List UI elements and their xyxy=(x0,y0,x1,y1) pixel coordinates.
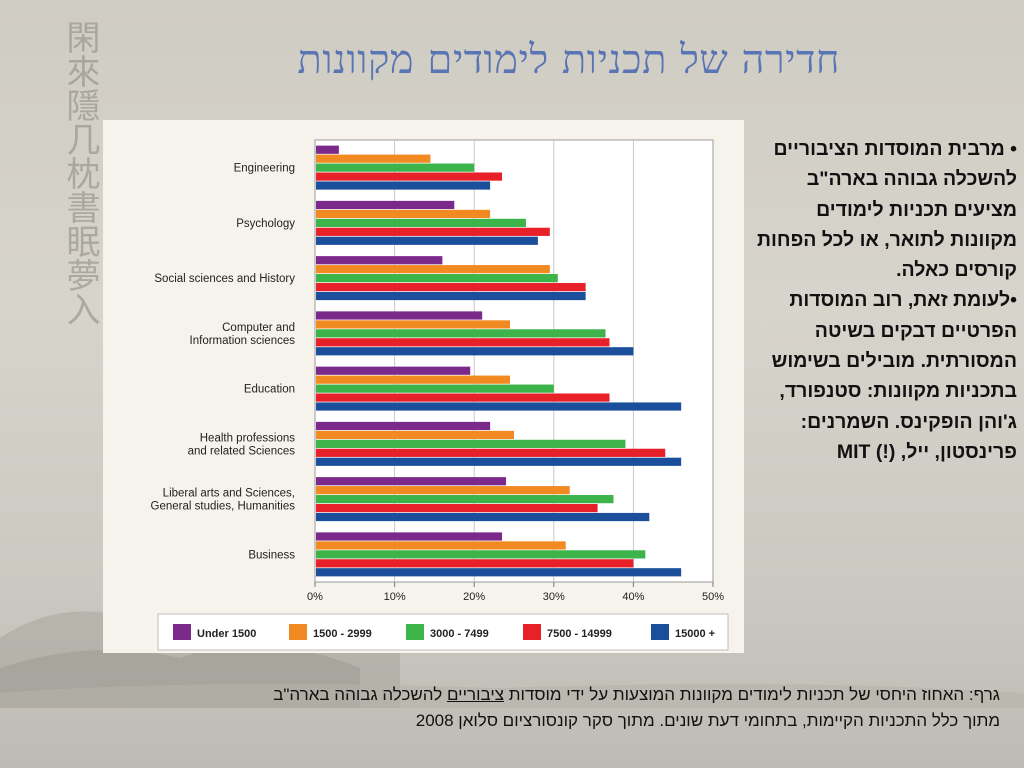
bar xyxy=(316,430,514,440)
category-label: Health professions and related Sciences xyxy=(188,432,296,457)
category-label: Business xyxy=(248,549,295,561)
bar xyxy=(316,282,586,292)
bar xyxy=(316,320,511,329)
bullet-private-institutions: •לעומת זאת, רוב המוסדות הפרטיים דבקים בש… xyxy=(771,289,1017,463)
bar xyxy=(316,172,503,181)
bar xyxy=(316,145,339,154)
bullet-public-institutions: • מרבית המוסדות הציבוריים להשכלה גבוהה ב… xyxy=(757,138,1017,282)
caption-line-1: גרף: האחוז היחסי של תכניות לימודים מקוונ… xyxy=(60,682,1000,708)
bar xyxy=(316,421,491,431)
bar xyxy=(316,486,570,495)
caption-line-1-start: גרף: האחוז היחסי של תכניות לימודים מקוונ… xyxy=(508,685,1000,704)
bar xyxy=(316,218,526,227)
bar xyxy=(316,311,483,320)
bar xyxy=(316,329,606,338)
bar xyxy=(316,477,507,486)
bar-chart: 0% 10% 20% 30% 40% 50% Engineering Psychology So… xyxy=(151,139,729,651)
bar xyxy=(316,366,471,375)
legend-label: Under 1500 xyxy=(197,628,256,640)
chart-caption: גרף: האחוז היחסי של תכניות לימודים מקוונ… xyxy=(60,682,1000,734)
x-tick-label: 10% xyxy=(384,591,406,603)
caption-line-1-end: להשכלה גבוהה בארה"ב xyxy=(273,685,443,704)
bar xyxy=(316,568,682,577)
category-label: Computer and Information sciences xyxy=(190,322,296,347)
bar xyxy=(316,256,443,265)
bar xyxy=(316,457,682,466)
legend-label: 15000 + xyxy=(675,628,715,640)
bar xyxy=(316,347,634,356)
bar xyxy=(316,154,431,163)
bar xyxy=(316,375,511,384)
bar xyxy=(316,265,550,274)
bar xyxy=(316,448,666,457)
bar xyxy=(316,512,650,522)
bar xyxy=(316,236,538,245)
legend-swatch xyxy=(523,624,541,640)
legend-label: 7500 - 14999 xyxy=(547,628,612,640)
bar xyxy=(316,338,610,347)
x-tick-label: 30% xyxy=(543,591,565,603)
category-label: Education xyxy=(244,384,295,396)
legend-label: 3000 - 7499 xyxy=(430,628,489,640)
bar xyxy=(316,209,491,219)
x-tick-label: 20% xyxy=(463,591,485,603)
category-label: Psychology xyxy=(236,218,295,230)
bar xyxy=(316,559,634,568)
bar xyxy=(316,503,598,513)
bar xyxy=(316,495,614,504)
category-label: Engineering xyxy=(234,163,295,175)
x-tick-label: 50% xyxy=(702,591,724,603)
legend-label: 1500 - 2999 xyxy=(313,628,372,640)
legend-box xyxy=(157,613,729,651)
bar xyxy=(316,402,682,411)
x-tick-label: 40% xyxy=(622,591,644,603)
chart-panel: 0% 10% 20% 30% 40% 50% Engineering Psychology So… xyxy=(103,120,744,653)
bar xyxy=(316,532,503,541)
x-tick-label: 0% xyxy=(307,591,323,603)
legend-swatch xyxy=(651,624,669,640)
legend-swatch xyxy=(406,624,424,640)
category-label: Liberal arts and Sciences, General studie… xyxy=(151,488,296,513)
bar xyxy=(316,274,558,283)
bar xyxy=(316,163,475,172)
bar xyxy=(316,384,554,393)
bar xyxy=(316,541,566,550)
caption-line-2: מתוך כלל התכניות הקיימות, בתחומי דעת שונ… xyxy=(415,711,1000,730)
bar xyxy=(316,550,646,559)
slide-title: חדירה של תכניות לימודים מקוונות xyxy=(297,37,840,83)
category-label: Social sciences and History xyxy=(154,273,295,285)
caption-underlined-word: ציבוריים xyxy=(446,685,504,704)
bar xyxy=(316,291,586,301)
bar xyxy=(316,227,550,236)
bar xyxy=(316,181,491,190)
bar xyxy=(316,439,626,448)
legend-swatch xyxy=(173,624,191,640)
background-calligraphy: 閑來隱几枕書眠夢入 xyxy=(60,20,100,326)
bar xyxy=(316,200,455,210)
bar xyxy=(316,393,610,402)
legend-swatch xyxy=(289,624,307,640)
bullet-list: • מרבית המוסדות הציבוריים להשכלה גבוהה ב… xyxy=(755,134,1017,467)
